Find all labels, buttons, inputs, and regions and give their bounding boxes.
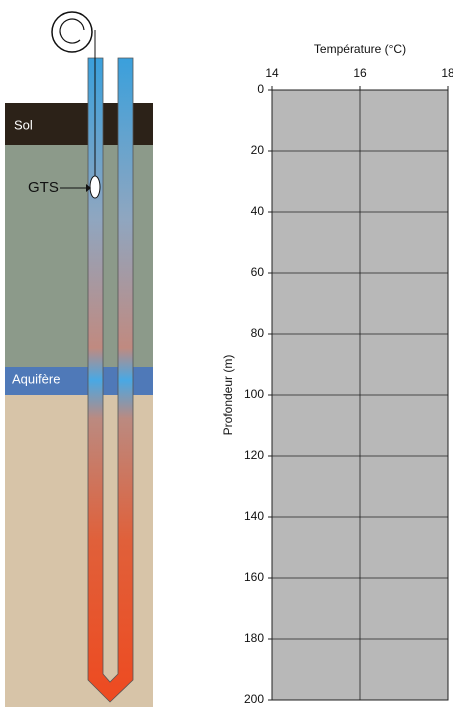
x-tick-label: 18: [441, 66, 453, 80]
y-tick-label: 120: [244, 448, 264, 462]
figure: Sol GTS Aquifère Température (°C) Profon…: [0, 0, 453, 709]
sensor-label: GTS: [28, 179, 59, 196]
x-tick-label: 16: [353, 66, 367, 80]
y-tick-label: 20: [251, 143, 265, 157]
y-tick-label: 140: [244, 509, 264, 523]
y-tick-label: 200: [244, 692, 264, 706]
y-tick-label: 180: [244, 631, 264, 645]
y-tick-label: 100: [244, 387, 264, 401]
y-axis-title: Profondeur (m): [221, 355, 235, 436]
reel: [52, 12, 92, 52]
x-tick-label: 14: [265, 66, 279, 80]
x-axis-title: Température (°C): [314, 42, 406, 56]
chart: Température (°C) Profondeur (m) 0 20 40 60 8…: [221, 42, 453, 706]
aquifer-label: Aquifère: [12, 371, 60, 386]
y-tick-label: 40: [251, 204, 265, 218]
sensor: [90, 176, 100, 198]
soil-label: Sol: [14, 117, 33, 132]
y-tick-label: 60: [251, 265, 265, 279]
borehole-diagram: Sol GTS Aquifère: [5, 12, 153, 707]
y-tick-label: 160: [244, 570, 264, 584]
y-tick-label: 0: [257, 82, 264, 96]
y-tick-label: 80: [251, 326, 265, 340]
